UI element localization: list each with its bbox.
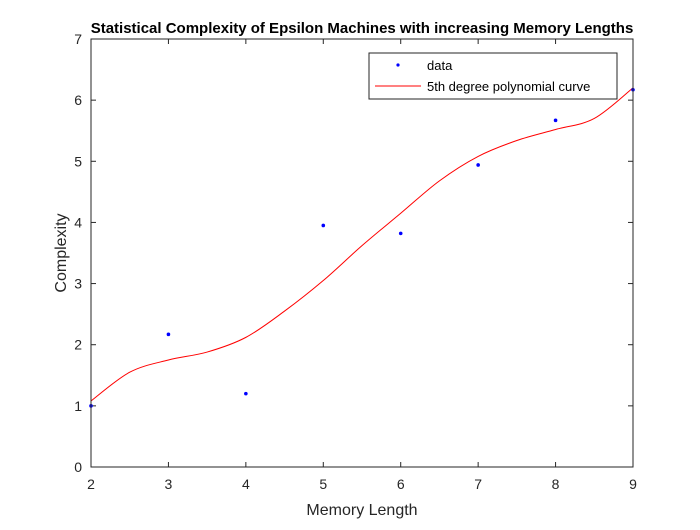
data-point <box>244 391 248 396</box>
legend-box <box>368 52 618 100</box>
data-point <box>321 223 326 228</box>
y-axis-label: Complexity <box>53 213 70 292</box>
axis-ticks: 2 3 4 5 6 7 8 9 0 1 2 3 4 5 6 7 <box>74 31 637 492</box>
data-point <box>476 163 480 167</box>
x-tick-label: 2 <box>87 476 95 492</box>
x-tick-label: 3 <box>165 476 173 492</box>
plot-area <box>91 39 633 467</box>
x-tick-label: 8 <box>552 476 560 492</box>
data-point <box>553 118 558 123</box>
plot-box <box>90 38 634 468</box>
x-tick-label: 7 <box>474 476 482 492</box>
x-axis-label: Memory Length <box>306 502 417 519</box>
y-tick-label: 6 <box>74 92 82 108</box>
y-tick-label: 4 <box>74 214 82 230</box>
y-tick-label: 0 <box>74 459 82 475</box>
chart-title: Statistical Complexity of Epsilon Machin… <box>91 20 634 37</box>
y-tick-label: 3 <box>74 276 82 292</box>
data-point <box>166 332 171 337</box>
legend: data 5th degree polynomial curve <box>368 52 618 100</box>
x-tick-label: 4 <box>242 476 250 492</box>
series-layer <box>89 87 635 408</box>
x-tick-label: 9 <box>629 476 637 492</box>
y-tick-label: 1 <box>74 398 82 414</box>
legend-marker-data <box>396 63 400 67</box>
series-line-polynomial <box>90 87 634 402</box>
y-tick-label: 5 <box>74 153 82 169</box>
y-tick-label: 7 <box>74 31 82 47</box>
legend-label-polynomial: 5th degree polynomial curve <box>427 79 590 94</box>
data-point <box>398 231 403 236</box>
x-tick-label: 5 <box>319 476 327 492</box>
legend-label-data: data <box>427 58 453 73</box>
y-tick-label: 2 <box>74 337 82 353</box>
x-tick-label: 6 <box>397 476 405 492</box>
